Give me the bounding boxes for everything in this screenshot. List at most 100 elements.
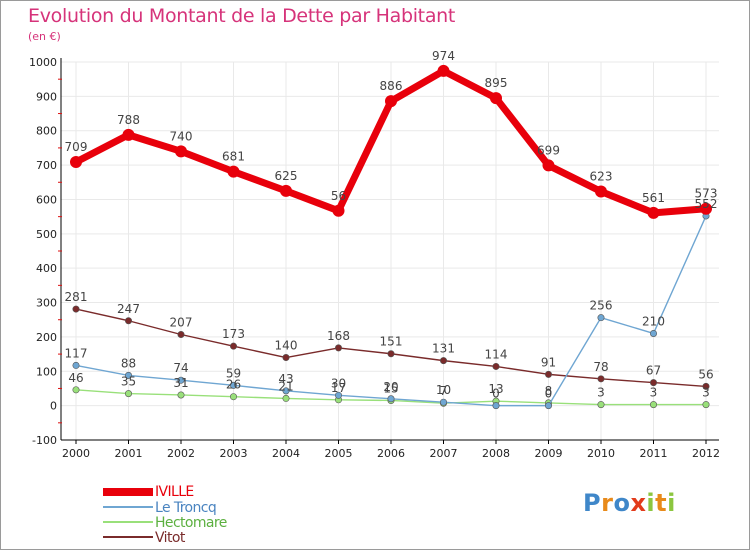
data-label-iville: 681 <box>222 150 245 164</box>
legend-label-le-troncq: Le Troncq <box>155 500 217 516</box>
data-label-le-troncq: 210 <box>642 314 665 328</box>
x-tick-label: 2005 <box>325 447 353 460</box>
y-tick-label: 300 <box>36 297 57 310</box>
data-label-le-troncq: 256 <box>590 299 613 313</box>
data-point-vitot <box>439 357 447 365</box>
data-point-hectomare <box>177 391 185 399</box>
data-point-iville <box>280 184 292 197</box>
data-point-iville <box>385 95 397 108</box>
data-label-iville: 56 <box>331 189 346 203</box>
data-label-le-troncq: 74 <box>173 361 188 375</box>
y-tick-label: 800 <box>36 125 57 138</box>
data-label-le-troncq: 0 <box>492 387 500 401</box>
data-point-vitot <box>334 344 342 352</box>
data-point-le-troncq <box>597 314 605 322</box>
data-point-iville <box>227 165 240 178</box>
data-point-le-troncq <box>282 387 290 395</box>
data-label-iville: 886 <box>380 79 403 93</box>
data-label-vitot: 56 <box>698 367 713 381</box>
y-tick-label: 400 <box>36 262 57 275</box>
data-label-hectomare: 3 <box>650 386 658 400</box>
data-point-le-troncq <box>492 402 500 410</box>
data-label-le-troncq: 10 <box>436 383 451 397</box>
data-point-iville <box>437 64 450 77</box>
legend-item-hectomare: Hectomare <box>103 515 303 531</box>
data-point-iville <box>490 92 502 105</box>
y-tick-label: 100 <box>36 365 57 378</box>
y-tick-label: 500 <box>36 228 57 241</box>
data-point-iville <box>700 202 712 215</box>
data-label-hectomare: 3 <box>702 386 710 400</box>
data-label-hectomare: 8 <box>545 384 553 398</box>
x-tick-label: 2002 <box>167 447 195 460</box>
legend-swatch-iville <box>103 488 153 496</box>
data-point-hectomare <box>597 401 605 409</box>
data-point-le-troncq <box>439 398 447 406</box>
data-label-iville: 623 <box>590 170 613 184</box>
data-label-iville: 573 <box>695 187 718 201</box>
data-point-le-troncq <box>649 329 657 337</box>
x-tick-label: 2009 <box>535 447 563 460</box>
data-point-vitot <box>230 342 238 350</box>
data-label-iville: 625 <box>275 169 298 183</box>
data-point-le-troncq <box>230 381 238 389</box>
data-point-vitot <box>649 379 657 387</box>
data-label-hectomare: 35 <box>121 375 136 389</box>
legend-item-le-troncq: Le Troncq <box>103 500 303 516</box>
data-point-vitot <box>72 305 80 313</box>
data-label-vitot: 78 <box>593 360 608 374</box>
y-tick-label: 1000 <box>29 56 57 69</box>
x-tick-label: 2012 <box>692 447 720 460</box>
data-point-vitot <box>282 354 290 362</box>
y-tick-label: 900 <box>36 90 57 103</box>
data-point-le-troncq <box>177 376 185 384</box>
data-point-vitot <box>702 382 710 390</box>
data-point-le-troncq <box>544 402 552 410</box>
data-point-le-troncq <box>72 361 80 369</box>
x-tick-label: 2001 <box>115 447 143 460</box>
data-point-vitot <box>177 331 185 339</box>
logo-letter: t <box>655 489 668 517</box>
data-point-hectomare <box>649 401 657 409</box>
chart-title: Evolution du Montant de la Dette par Hab… <box>28 5 456 27</box>
data-point-le-troncq <box>387 395 395 403</box>
proxiti-logo: Proxiti <box>583 489 676 517</box>
data-label-vitot: 168 <box>327 329 350 343</box>
data-label-hectomare: 17 <box>331 381 346 395</box>
data-point-vitot <box>492 362 500 370</box>
legend-label-iville: IVILLE <box>155 484 194 500</box>
data-point-vitot <box>387 350 395 358</box>
y-tick-label: 0 <box>50 400 57 413</box>
data-label-hectomare: 15 <box>383 381 398 395</box>
data-label-vitot: 151 <box>380 335 403 349</box>
legend-label-hectomare: Hectomare <box>155 515 227 531</box>
data-label-vitot: 247 <box>117 302 140 316</box>
data-label-vitot: 131 <box>432 342 455 356</box>
data-label-vitot: 114 <box>485 347 508 361</box>
data-label-le-troncq: 88 <box>121 356 136 370</box>
data-point-le-troncq <box>334 391 342 399</box>
x-tick-label: 2008 <box>482 447 510 460</box>
logo-letter: i <box>667 489 676 517</box>
legend-item-iville: IVILLE <box>103 484 303 500</box>
logo-letter: P <box>583 489 602 517</box>
data-label-le-troncq: 30 <box>331 376 346 390</box>
data-label-hectomare: 31 <box>173 376 188 390</box>
x-tick-label: 2003 <box>220 447 248 460</box>
legend-swatch-hectomare <box>103 521 153 523</box>
data-point-iville <box>175 145 187 158</box>
y-tick-label: -100 <box>32 434 57 447</box>
chart-subtitle: (en €) <box>28 30 61 43</box>
data-point-hectomare <box>702 401 710 409</box>
data-label-iville: 709 <box>65 140 88 154</box>
data-point-vitot <box>597 375 605 383</box>
data-label-vitot: 91 <box>541 355 556 369</box>
data-label-le-troncq: 20 <box>383 380 398 394</box>
y-tick-label: 200 <box>36 331 57 344</box>
x-tick-label: 2011 <box>640 447 668 460</box>
data-point-hectomare <box>72 386 80 394</box>
legend-item-vitot: Vitot <box>103 530 303 546</box>
data-label-iville: 561 <box>642 191 665 205</box>
